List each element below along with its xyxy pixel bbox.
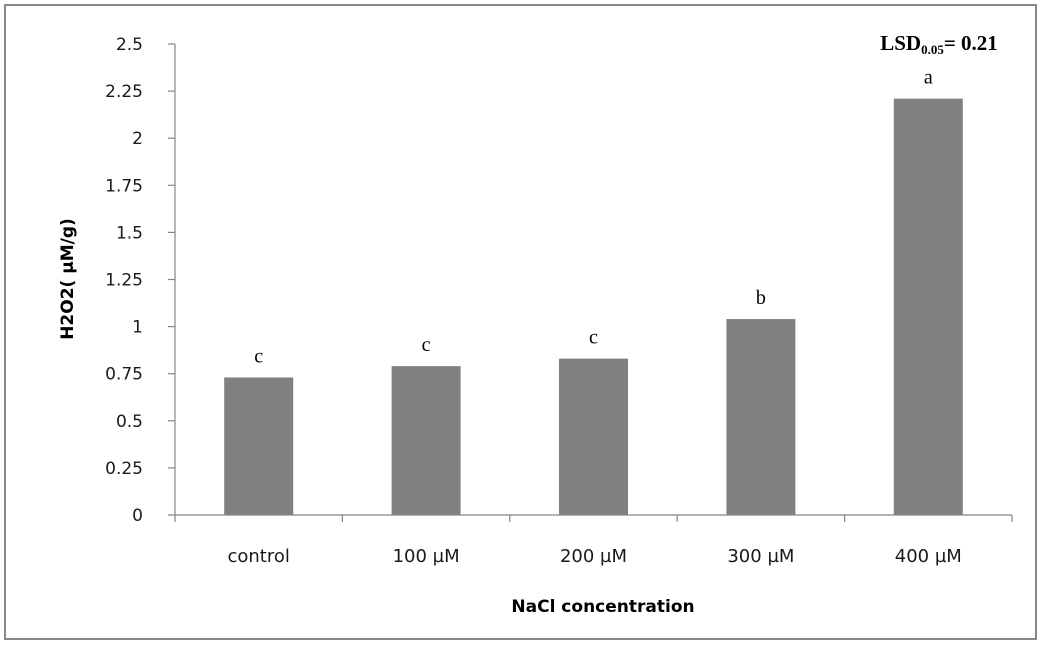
- y-tick-label: 0.5: [116, 412, 143, 432]
- significance-letter: a: [924, 67, 933, 89]
- y-tick-label: 1.75: [105, 176, 143, 196]
- y-tick-label: 2.5: [116, 35, 143, 55]
- y-axis-title: H2O2( µM/g): [58, 218, 78, 340]
- lsd-value: = 0.21: [944, 31, 998, 55]
- bar: [391, 366, 461, 515]
- bar: [726, 319, 796, 515]
- significance-letter: b: [756, 287, 766, 309]
- significance-letter: c: [254, 345, 263, 367]
- x-axis: control 100 µM 200 µM 300 µM 400 µM: [174, 514, 1013, 567]
- y-tick-label: 0.25: [105, 459, 143, 479]
- bar: [893, 98, 963, 516]
- y-tick-label: 2.25: [105, 82, 143, 102]
- x-tick-label: control: [227, 546, 289, 567]
- y-axis: 0 0.25 0.5 0.75 1 1.25 1.5 1.75 2 2.25 2.5: [105, 35, 176, 526]
- bar: [559, 358, 628, 515]
- bar: [224, 377, 294, 515]
- bars: c c c b a: [224, 67, 963, 516]
- y-tick-label: 1.25: [105, 271, 143, 291]
- y-tick-label: 0: [132, 506, 143, 526]
- significance-letter: c: [589, 327, 598, 349]
- lsd-subscript: 0.05: [921, 42, 944, 57]
- x-axis-title: NaCl concentration: [511, 597, 694, 617]
- x-tick-label: 400 µM: [895, 546, 962, 567]
- lsd-main: LSD: [880, 31, 921, 55]
- x-tick-label: 100 µM: [393, 546, 460, 567]
- y-tick-label: 1.5: [116, 223, 143, 243]
- x-tick-label: 300 µM: [727, 546, 794, 567]
- y-tick-label: 2: [132, 129, 143, 149]
- lsd-annotation: LSD0.05= 0.21: [880, 31, 998, 57]
- chart-frame: [4, 4, 1037, 640]
- x-tick-label: 200 µM: [560, 546, 627, 567]
- y-tick-label: 1: [132, 318, 143, 338]
- y-tick-label: 0.75: [105, 365, 143, 385]
- significance-letter: c: [422, 334, 431, 356]
